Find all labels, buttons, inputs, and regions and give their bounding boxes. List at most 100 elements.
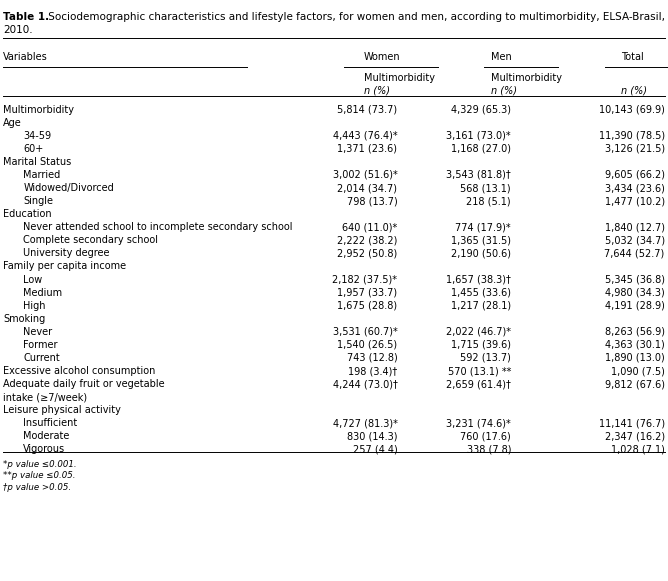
Text: Women: Women [364, 52, 401, 62]
Text: 1,957 (33.7): 1,957 (33.7) [337, 288, 397, 297]
Text: †p value >0.05.: †p value >0.05. [3, 483, 71, 492]
Text: Age: Age [3, 117, 22, 128]
Text: 743 (12.8): 743 (12.8) [347, 353, 397, 363]
Text: Never attended school to incomplete secondary school: Never attended school to incomplete seco… [23, 222, 293, 232]
Text: Smoking: Smoking [3, 314, 45, 324]
Text: 3,531 (60.7)*: 3,531 (60.7)* [333, 327, 397, 337]
Text: 2010.: 2010. [3, 25, 33, 35]
Text: 11,390 (78.5): 11,390 (78.5) [599, 131, 665, 141]
Text: 760 (17.6): 760 (17.6) [460, 431, 511, 442]
Text: Medium: Medium [23, 288, 63, 297]
Text: 1,657 (38.3)†: 1,657 (38.3)† [446, 274, 511, 285]
Text: High: High [23, 300, 46, 311]
Text: Low: Low [23, 274, 43, 285]
Text: Excessive alcohol consumption: Excessive alcohol consumption [3, 366, 156, 376]
Text: Insufficient: Insufficient [23, 418, 77, 428]
Text: 2,190 (50.6): 2,190 (50.6) [451, 248, 511, 259]
Text: **p value ≤0.05.: **p value ≤0.05. [3, 471, 76, 480]
Text: Men: Men [491, 52, 512, 62]
Text: 1,371 (23.6): 1,371 (23.6) [337, 144, 397, 154]
Text: 2,014 (34.7): 2,014 (34.7) [337, 183, 397, 193]
Text: Never: Never [23, 327, 53, 337]
Text: 4,443 (76.4)*: 4,443 (76.4)* [333, 131, 397, 141]
Text: Leisure physical activity: Leisure physical activity [3, 405, 121, 415]
Text: 218 (5.1): 218 (5.1) [466, 196, 511, 206]
Text: Moderate: Moderate [23, 431, 69, 442]
Text: 1,168 (27.0): 1,168 (27.0) [451, 144, 511, 154]
Text: 4,363 (30.1): 4,363 (30.1) [605, 340, 665, 350]
Text: 257 (4.4): 257 (4.4) [353, 444, 397, 454]
Text: 3,002 (51.6)*: 3,002 (51.6)* [333, 170, 397, 180]
Text: Multimorbidity: Multimorbidity [364, 73, 435, 83]
Text: 3,126 (21.5): 3,126 (21.5) [605, 144, 665, 154]
Text: 3,161 (73.0)*: 3,161 (73.0)* [446, 131, 511, 141]
Text: 1,455 (33.6): 1,455 (33.6) [451, 288, 511, 297]
Text: 5,345 (36.8): 5,345 (36.8) [605, 274, 665, 285]
Text: 7,644 (52.7): 7,644 (52.7) [605, 248, 665, 259]
Text: n (%): n (%) [621, 86, 647, 96]
Text: Marital Status: Marital Status [3, 157, 71, 167]
Text: n (%): n (%) [364, 86, 390, 96]
Text: 1,028 (7.1): 1,028 (7.1) [611, 444, 665, 454]
Text: 338 (7.8): 338 (7.8) [466, 444, 511, 454]
Text: University degree: University degree [23, 248, 110, 259]
Text: 2,659 (61.4)†: 2,659 (61.4)† [446, 379, 511, 389]
Text: 1,365 (31.5): 1,365 (31.5) [451, 235, 511, 245]
Text: 1,217 (28.1): 1,217 (28.1) [451, 300, 511, 311]
Text: 10,143 (69.9): 10,143 (69.9) [599, 105, 665, 114]
Text: Multimorbidity: Multimorbidity [491, 73, 562, 83]
Text: Education: Education [3, 209, 52, 219]
Text: Current: Current [23, 353, 60, 363]
Text: 1,675 (28.8): 1,675 (28.8) [337, 300, 397, 311]
Text: 5,032 (34.7): 5,032 (34.7) [605, 235, 665, 245]
Text: Sociodemographic characteristics and lifestyle factors, for women and men, accor: Sociodemographic characteristics and lif… [45, 12, 668, 21]
Text: 4,980 (34.3): 4,980 (34.3) [605, 288, 665, 297]
Text: 3,543 (81.8)†: 3,543 (81.8)† [446, 170, 511, 180]
Text: 9,812 (67.6): 9,812 (67.6) [605, 379, 665, 389]
Text: 4,727 (81.3)*: 4,727 (81.3)* [333, 418, 397, 428]
Text: 798 (13.7): 798 (13.7) [347, 196, 397, 206]
Text: 3,231 (74.6)*: 3,231 (74.6)* [446, 418, 511, 428]
Text: 2,222 (38.2): 2,222 (38.2) [337, 235, 397, 245]
Text: 1,715 (39.6): 1,715 (39.6) [451, 340, 511, 350]
Text: 34-59: 34-59 [23, 131, 51, 141]
Text: Variables: Variables [3, 52, 48, 62]
Text: 4,244 (73.0)†: 4,244 (73.0)† [333, 379, 397, 389]
Text: Former: Former [23, 340, 58, 350]
Text: 774 (17.9)*: 774 (17.9)* [456, 222, 511, 232]
Text: Married: Married [23, 170, 61, 180]
Text: 592 (13.7): 592 (13.7) [460, 353, 511, 363]
Text: Total: Total [621, 52, 644, 62]
Text: 2,022 (46.7)*: 2,022 (46.7)* [446, 327, 511, 337]
Text: 8,263 (56.9): 8,263 (56.9) [605, 327, 665, 337]
Text: 60+: 60+ [23, 144, 43, 154]
Text: Single: Single [23, 196, 53, 206]
Text: 2,182 (37.5)*: 2,182 (37.5)* [333, 274, 397, 285]
Text: 9,605 (66.2): 9,605 (66.2) [605, 170, 665, 180]
Text: 1,090 (7.5): 1,090 (7.5) [611, 366, 665, 376]
Text: intake (≥7/week): intake (≥7/week) [3, 392, 88, 402]
Text: 3,434 (23.6): 3,434 (23.6) [605, 183, 665, 193]
Text: 830 (14.3): 830 (14.3) [347, 431, 397, 442]
Text: 568 (13.1): 568 (13.1) [460, 183, 511, 193]
Text: 4,329 (65.3): 4,329 (65.3) [451, 105, 511, 114]
Text: 198 (3.4)†: 198 (3.4)† [348, 366, 397, 376]
Text: Family per capita income: Family per capita income [3, 261, 126, 271]
Text: 5,814 (73.7): 5,814 (73.7) [337, 105, 397, 114]
Text: n (%): n (%) [491, 86, 517, 96]
Text: 1,840 (12.7): 1,840 (12.7) [605, 222, 665, 232]
Text: Vigorous: Vigorous [23, 444, 65, 454]
Text: 1,540 (26.5): 1,540 (26.5) [337, 340, 397, 350]
Text: Complete secondary school: Complete secondary school [23, 235, 158, 245]
Text: 4,191 (28.9): 4,191 (28.9) [605, 300, 665, 311]
Text: 640 (11.0)*: 640 (11.0)* [342, 222, 397, 232]
Text: Widowed/Divorced: Widowed/Divorced [23, 183, 114, 193]
Text: 1,477 (10.2): 1,477 (10.2) [605, 196, 665, 206]
Text: 2,347 (16.2): 2,347 (16.2) [605, 431, 665, 442]
Text: 11,141 (76.7): 11,141 (76.7) [599, 418, 665, 428]
Text: Multimorbidity: Multimorbidity [3, 105, 74, 114]
Text: *p value ≤0.001.: *p value ≤0.001. [3, 460, 77, 469]
Text: 570 (13.1) **: 570 (13.1) ** [448, 366, 511, 376]
Text: 1,890 (13.0): 1,890 (13.0) [605, 353, 665, 363]
Text: Table 1.: Table 1. [3, 12, 49, 21]
